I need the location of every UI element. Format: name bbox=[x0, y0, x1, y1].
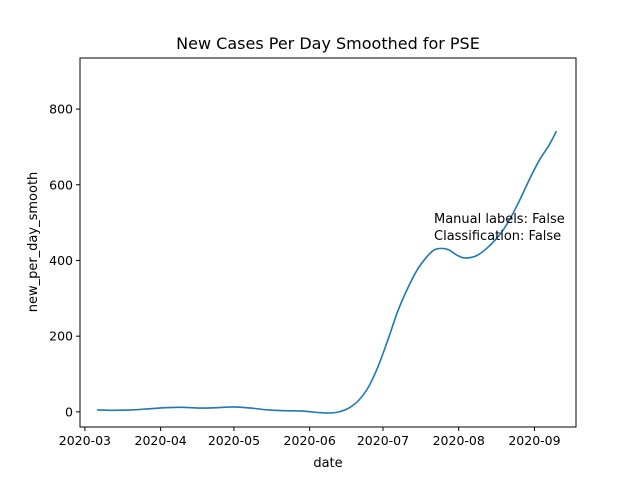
annotation-classification: Classification: False bbox=[434, 229, 561, 244]
x-tick-label: 2020-04 bbox=[135, 433, 187, 448]
y-tick-label: 200 bbox=[49, 329, 73, 344]
x-tick-label: 2020-09 bbox=[508, 433, 560, 448]
x-tick-label: 2020-05 bbox=[208, 433, 260, 448]
y-axis-label: new_per_day_smooth bbox=[26, 172, 41, 313]
y-tick-label: 800 bbox=[49, 102, 73, 117]
x-tick-label: 2020-06 bbox=[284, 433, 336, 448]
x-tick-label: 2020-08 bbox=[433, 433, 485, 448]
annotation-manual-labels: Manual labels: False bbox=[434, 212, 565, 227]
y-tick-label: 0 bbox=[65, 404, 73, 419]
y-tick-label: 400 bbox=[49, 253, 73, 268]
x-tick-label: 2020-03 bbox=[59, 433, 111, 448]
x-axis-label: date bbox=[313, 456, 342, 471]
x-tick-label: 2020-07 bbox=[357, 433, 409, 448]
y-tick-label: 600 bbox=[49, 177, 73, 192]
chart-title: New Cases Per Day Smoothed for PSE bbox=[176, 34, 480, 53]
